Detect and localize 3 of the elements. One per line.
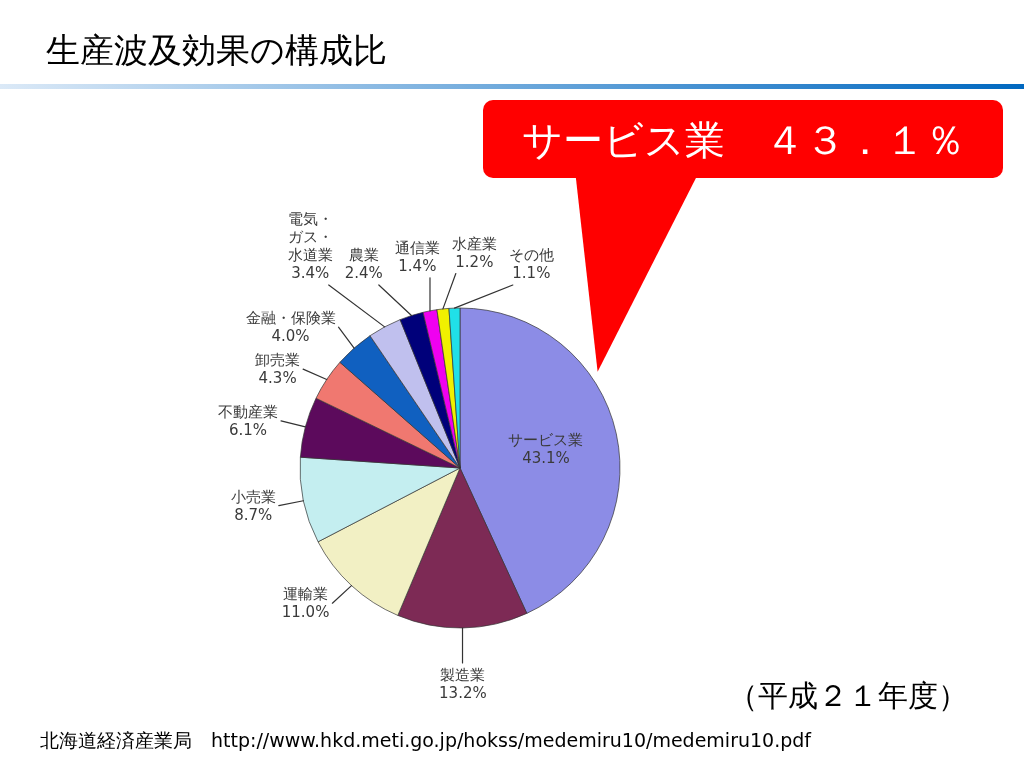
title: 生産波及効果の構成比 xyxy=(46,30,387,70)
source: 北海道経済産業局 http://www.hkd.meti.go.jp/hokss/medemiru10/medemiru10.pdf xyxy=(40,729,811,751)
note: （平成２１年度） xyxy=(728,678,968,713)
